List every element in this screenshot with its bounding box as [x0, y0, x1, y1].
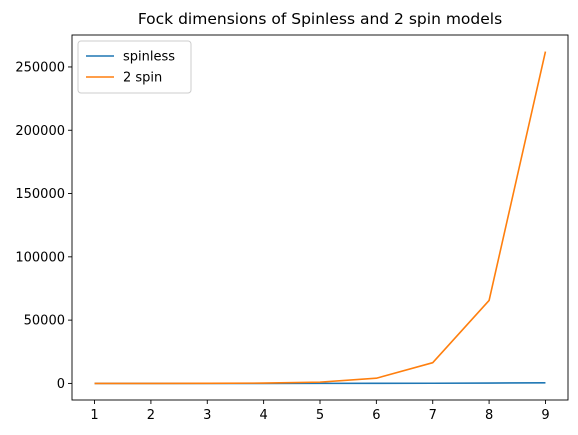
- series-lines: [94, 51, 547, 385]
- y-tick-label: 150000: [15, 187, 65, 202]
- x-tick-label: 4: [259, 408, 267, 423]
- x-tick-label: 8: [485, 408, 493, 423]
- y-tick-label: 50000: [24, 314, 65, 329]
- y-tick-label: 100000: [15, 250, 65, 265]
- x-tick-label: 3: [203, 408, 211, 423]
- x-tick-label: 7: [429, 408, 437, 423]
- chart-title: Fock dimensions of Spinless and 2 spin m…: [138, 10, 502, 28]
- y-tick-label: 200000: [15, 124, 65, 139]
- legend-label: spinless: [123, 50, 175, 65]
- x-tick-label: 1: [90, 408, 98, 423]
- x-tick-label: 2: [147, 408, 155, 423]
- x-tick-label: 5: [316, 408, 324, 423]
- axes: 1 2 3 4 5 6 7 8 9 0 50000 100000 150000 200000 250000: [15, 34, 569, 423]
- legend-label: 2 spin: [123, 71, 162, 86]
- series-line-2-spin: [94, 51, 547, 385]
- legend-box: [77, 40, 192, 94]
- y-tick-label: 250000: [15, 60, 65, 75]
- x-tick-label: 9: [541, 408, 549, 423]
- legend: spinless 2 spin: [77, 40, 192, 94]
- y-tick-label: 0: [57, 377, 65, 392]
- x-tick-label: 6: [372, 408, 380, 423]
